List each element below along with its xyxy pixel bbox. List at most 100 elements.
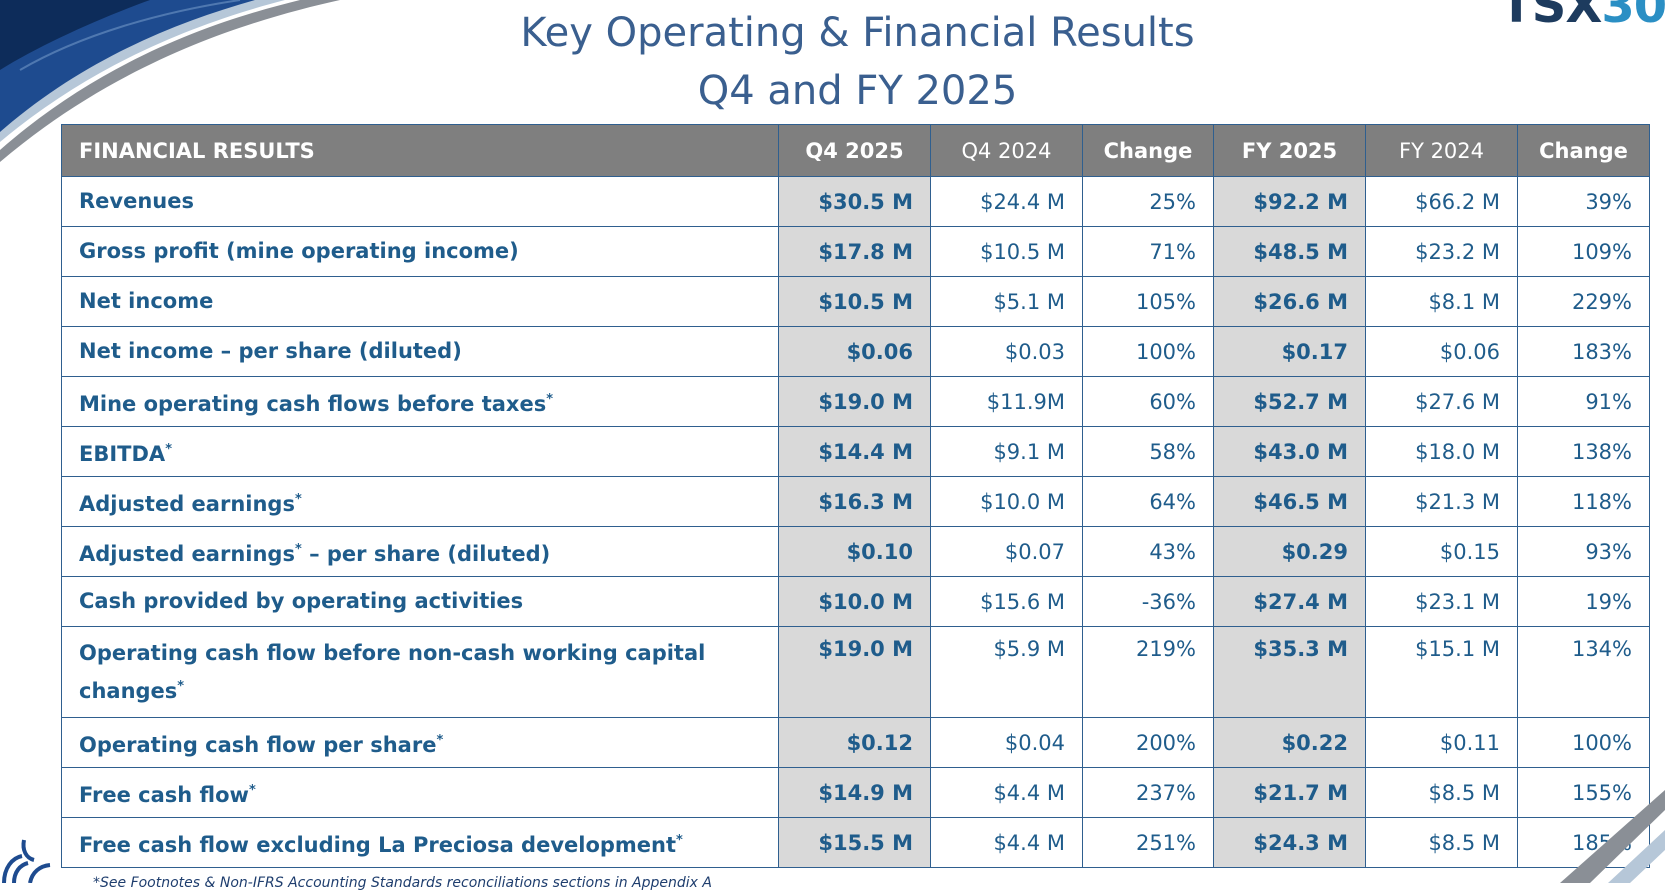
cell-q4-2025: $0.10: [778, 526, 931, 577]
table-row: Operating cash flow before non-cash work…: [61, 626, 1650, 718]
cell-fy-change: 229%: [1517, 276, 1650, 327]
cell-fy-2024: $66.2 M: [1365, 176, 1518, 227]
cell-fy-change: 138%: [1517, 426, 1650, 477]
row-label-suffix: – per share (diluted): [301, 541, 551, 566]
cell-fy-2025: $46.5 M: [1213, 476, 1366, 527]
row-label: Gross profit (mine operating income): [61, 226, 779, 277]
cell-q4-change: 64%: [1082, 476, 1214, 527]
footnote-asterisk: *: [546, 391, 554, 407]
cell-fy-2024: $8.1 M: [1365, 276, 1518, 327]
row-label-text: EBITDA: [79, 441, 166, 466]
corner-swoosh-decoration: [0, 0, 340, 162]
cell-q4-2024: $10.0 M: [930, 476, 1083, 527]
cell-fy-2024: $0.06: [1365, 326, 1518, 377]
company-emblem-icon: [2, 839, 51, 883]
page-title: Key Operating & Financial Results Q4 and…: [0, 4, 1665, 120]
table-row: Cash provided by operating activities $1…: [61, 576, 1650, 627]
row-label: Adjusted earnings*: [61, 476, 779, 527]
cell-q4-change: 71%: [1082, 226, 1214, 277]
footnote-asterisk: *: [177, 679, 185, 694]
cell-q4-change: 25%: [1082, 176, 1214, 227]
cell-q4-change: 60%: [1082, 376, 1214, 427]
cell-fy-2025: $43.0 M: [1213, 426, 1366, 477]
cell-q4-2024: $10.5 M: [930, 226, 1083, 277]
cell-q4-2024: $11.9M: [930, 376, 1083, 427]
cell-fy-change: 109%: [1517, 226, 1650, 277]
header-q4-2025: Q4 2025: [778, 124, 931, 177]
financial-results-table: FINANCIAL RESULTS Q4 2025 Q4 2024 Change…: [61, 124, 1650, 868]
cell-fy-2024: $15.1 M: [1365, 626, 1518, 718]
cell-fy-change: 91%: [1517, 376, 1650, 427]
table-row: Free cash flow* $14.9 M $4.4 M 237% $21.…: [61, 767, 1650, 818]
cell-q4-2024: $15.6 M: [930, 576, 1083, 627]
row-label: Operating cash flow per share*: [61, 717, 779, 768]
footnote-asterisk: *: [248, 782, 256, 798]
cell-q4-2025: $0.06: [778, 326, 931, 377]
cell-q4-change: 219%: [1082, 626, 1214, 718]
cell-q4-change: 43%: [1082, 526, 1214, 577]
cell-fy-2024: $23.2 M: [1365, 226, 1518, 277]
cell-q4-change: 237%: [1082, 767, 1214, 818]
cell-fy-2025: $48.5 M: [1213, 226, 1366, 277]
cell-fy-2024: $18.0 M: [1365, 426, 1518, 477]
cell-q4-2024: $0.03: [930, 326, 1083, 377]
footnote-asterisk: *: [294, 491, 302, 507]
table-row: Adjusted earnings* – per share (diluted)…: [61, 526, 1650, 577]
row-label: Net income – per share (diluted): [61, 326, 779, 377]
row-label-text: Adjusted earnings: [79, 491, 295, 516]
row-label-text: Operating cash flow per share: [79, 732, 437, 757]
cell-q4-2024: $0.04: [930, 717, 1083, 768]
table-header-row: FINANCIAL RESULTS Q4 2025 Q4 2024 Change…: [61, 124, 1650, 177]
row-label-text: Mine operating cash flows before taxes: [79, 391, 547, 416]
cell-fy-2025: $52.7 M: [1213, 376, 1366, 427]
table-row: Net income – per share (diluted) $0.06 $…: [61, 326, 1650, 377]
cell-q4-2025: $14.9 M: [778, 767, 931, 818]
cell-fy-2025: $21.7 M: [1213, 767, 1366, 818]
footnote-text: *See Footnotes & Non-IFRS Accounting Sta…: [93, 875, 712, 891]
cell-q4-2024: $5.1 M: [930, 276, 1083, 327]
cell-fy-2025: $27.4 M: [1213, 576, 1366, 627]
row-label-text: Operating cash flow before non-cash work…: [79, 641, 706, 703]
cell-q4-change: 58%: [1082, 426, 1214, 477]
cell-fy-2025: $24.3 M: [1213, 817, 1366, 868]
header-fy-2024: FY 2024: [1365, 124, 1518, 177]
cell-fy-2024: $27.6 M: [1365, 376, 1518, 427]
title-line-2: Q4 and FY 2025: [697, 68, 1018, 114]
row-label: Adjusted earnings* – per share (diluted): [61, 526, 779, 577]
footnote-asterisk: *: [436, 732, 444, 748]
cell-q4-change: 251%: [1082, 817, 1214, 868]
cell-q4-2025: $0.12: [778, 717, 931, 768]
cell-q4-2025: $15.5 M: [778, 817, 931, 868]
table-row: Gross profit (mine operating income) $17…: [61, 226, 1650, 277]
cell-q4-change: 200%: [1082, 717, 1214, 768]
row-label-text: Free cash flow: [79, 782, 249, 807]
header-financial-results: FINANCIAL RESULTS: [61, 124, 779, 177]
cell-q4-2025: $10.5 M: [778, 276, 931, 327]
cell-q4-2024: $24.4 M: [930, 176, 1083, 227]
header-fy-2025: FY 2025: [1213, 124, 1366, 177]
table-row: EBITDA* $14.4 M $9.1 M 58% $43.0 M $18.0…: [61, 426, 1650, 477]
cell-q4-change: 105%: [1082, 276, 1214, 327]
row-label: EBITDA*: [61, 426, 779, 477]
row-label: Mine operating cash flows before taxes*: [61, 376, 779, 427]
cell-fy-2025: $0.29: [1213, 526, 1366, 577]
cell-q4-change: 100%: [1082, 326, 1214, 377]
cell-q4-2025: $17.8 M: [778, 226, 931, 277]
cell-fy-change: 39%: [1517, 176, 1650, 227]
cell-fy-2024: $23.1 M: [1365, 576, 1518, 627]
table-row: Net income $10.5 M $5.1 M 105% $26.6 M $…: [61, 276, 1650, 327]
cell-fy-2024: $8.5 M: [1365, 767, 1518, 818]
cell-q4-2024: $4.4 M: [930, 767, 1083, 818]
table-row: Operating cash flow per share* $0.12 $0.…: [61, 717, 1650, 768]
header-q4-2024: Q4 2024: [930, 124, 1083, 177]
cell-q4-2024: $5.9 M: [930, 626, 1083, 718]
cell-fy-change: 155%: [1517, 767, 1650, 818]
cell-fy-change: 118%: [1517, 476, 1650, 527]
logo-tsx-text: TSX: [1500, 0, 1602, 34]
cell-fy-change: 19%: [1517, 576, 1650, 627]
table-row: Adjusted earnings* $16.3 M $10.0 M 64% $…: [61, 476, 1650, 527]
cell-fy-2025: $35.3 M: [1213, 626, 1366, 718]
header-fy-change: Change: [1517, 124, 1650, 177]
cell-fy-2025: $0.17: [1213, 326, 1366, 377]
cell-fy-change: 100%: [1517, 717, 1650, 768]
